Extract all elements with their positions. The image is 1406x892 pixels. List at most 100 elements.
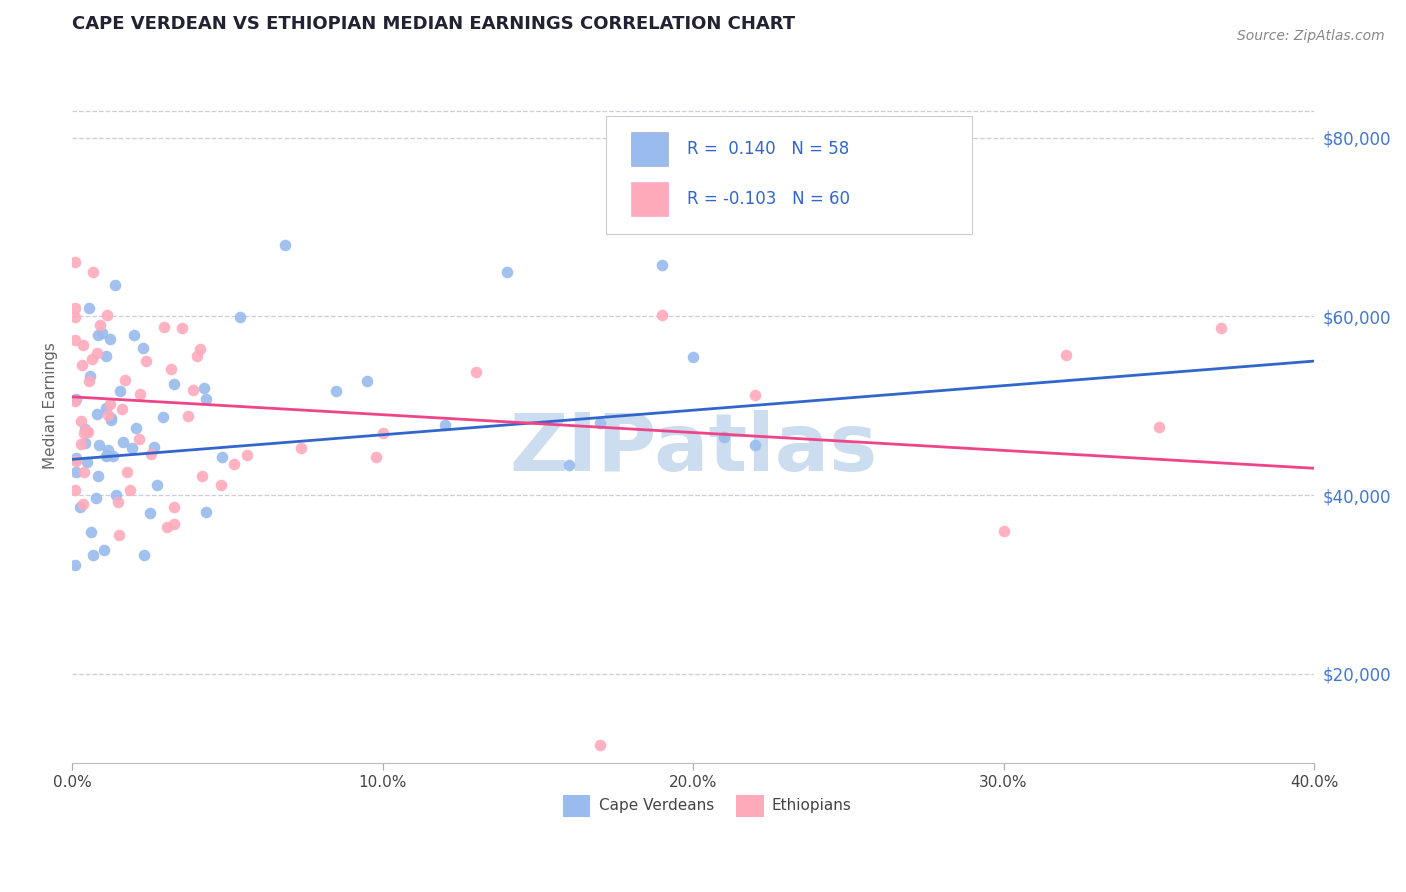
Point [63, 394, 86, 409]
Point [93, 543, 115, 558]
Point [433, 417, 456, 432]
Point [87, 468, 110, 483]
Point [80, 525, 103, 540]
Point [135, 354, 157, 368]
Point [86, 407, 108, 421]
Point [191, 469, 214, 483]
Point [100, 410, 122, 425]
Point [80, 352, 103, 367]
Point [90, 326, 112, 341]
Point [993, 524, 1015, 538]
Point [142, 440, 165, 454]
Point [103, 449, 125, 463]
Point [186, 349, 208, 363]
Point [86, 346, 108, 360]
Point [1209, 321, 1232, 335]
Text: R =  0.140   N = 58: R = 0.140 N = 58 [686, 140, 849, 158]
Point [128, 433, 150, 447]
Point [82, 549, 104, 563]
Point [152, 320, 174, 334]
Point [152, 409, 174, 424]
Point [108, 527, 131, 541]
Point [87, 438, 110, 452]
Point [79, 369, 101, 384]
Point [682, 351, 704, 365]
Point [138, 507, 160, 521]
Point [89, 318, 111, 332]
Point [589, 416, 612, 430]
Point [122, 327, 145, 342]
Point [65, 454, 87, 468]
Point [94, 349, 117, 363]
Point [117, 465, 139, 479]
Point [160, 362, 183, 376]
Point [145, 477, 167, 491]
Point [108, 384, 131, 399]
Point [898, 148, 921, 162]
Point [87, 328, 110, 343]
Point [96, 309, 118, 323]
Point [94, 401, 117, 415]
Point [86, 491, 108, 505]
Point [132, 341, 155, 355]
Point [75, 435, 97, 450]
Point [181, 383, 204, 397]
Point [72, 338, 94, 352]
Point [163, 377, 186, 392]
Point [112, 434, 135, 449]
Point [65, 392, 87, 406]
Point [65, 465, 87, 479]
Point [69, 413, 91, 427]
Point [228, 310, 250, 325]
Point [744, 438, 766, 452]
Point [76, 425, 98, 439]
Point [65, 450, 87, 465]
Point [1054, 348, 1077, 362]
Point [188, 342, 211, 356]
Point [82, 265, 104, 279]
Point [195, 392, 218, 406]
Bar [631, 132, 668, 166]
Point [98, 397, 121, 411]
Point [114, 373, 136, 387]
Point [97, 442, 120, 457]
Point [63, 558, 86, 572]
Bar [631, 182, 668, 217]
Point [63, 310, 86, 324]
Text: ZIPatlas: ZIPatlas [509, 409, 877, 488]
Point [129, 387, 152, 401]
Point [72, 425, 94, 440]
Point [464, 365, 486, 379]
Point [100, 413, 122, 427]
Point [651, 258, 673, 272]
Point [163, 500, 186, 514]
Point [96, 449, 118, 463]
Point [75, 425, 97, 439]
Bar [562, 795, 591, 817]
Point [76, 455, 98, 469]
Point [121, 441, 143, 455]
Point [744, 388, 766, 402]
Point [120, 483, 142, 497]
FancyBboxPatch shape [606, 116, 973, 235]
Point [356, 375, 378, 389]
Point [274, 238, 297, 252]
Point [79, 301, 101, 316]
Point [139, 447, 162, 461]
Point [558, 458, 581, 472]
Point [209, 478, 232, 492]
Point [651, 308, 673, 322]
Point [132, 549, 155, 563]
Point [195, 505, 218, 519]
Point [211, 450, 233, 464]
Point [63, 483, 86, 497]
Point [236, 448, 259, 462]
Point [193, 381, 215, 395]
Point [105, 488, 128, 502]
Point [96, 448, 118, 462]
Point [172, 320, 194, 334]
Bar [737, 795, 763, 817]
Point [63, 334, 86, 348]
Text: Ethiopians: Ethiopians [772, 798, 851, 814]
Point [77, 374, 100, 388]
